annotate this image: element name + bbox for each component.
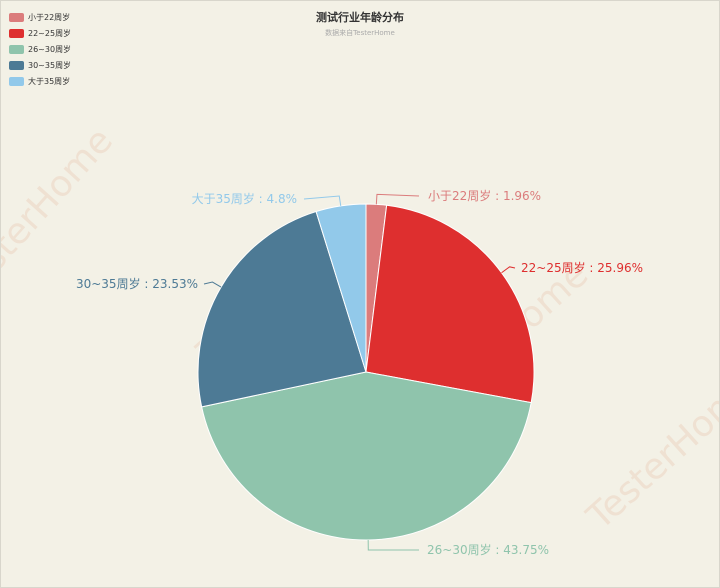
legend-label: 22~25周岁 bbox=[28, 28, 72, 38]
leader-line-22-25 bbox=[501, 266, 516, 274]
legend-item-over-35[interactable]: 大于35周岁 bbox=[9, 73, 71, 89]
legend-label: 26~30周岁 bbox=[28, 44, 72, 54]
chart-subtitle: 数据来自TesterHome bbox=[325, 29, 395, 37]
leader-line-30-35 bbox=[203, 281, 222, 288]
legend-item-30-35[interactable]: 30~35周岁 bbox=[9, 57, 71, 73]
legend-swatch bbox=[9, 76, 24, 86]
pie-slice-26-30[interactable] bbox=[201, 371, 532, 541]
legend-label: 小于22周岁 bbox=[28, 12, 71, 22]
leader-line-over-35 bbox=[303, 195, 342, 206]
pie-slices bbox=[197, 203, 535, 541]
watermark-text: TesterHome bbox=[579, 364, 719, 538]
legend-label: 30~35周岁 bbox=[28, 60, 72, 70]
slice-label-over-35: 大于35周岁 : 4.8% bbox=[192, 191, 297, 206]
label-leaders bbox=[203, 193, 516, 551]
slice-label-under-22: 小于22周岁 : 1.96% bbox=[428, 188, 541, 203]
slice-label-26-30: 26~30周岁 : 43.75% bbox=[427, 542, 549, 557]
pie-slice-22-25[interactable] bbox=[365, 204, 535, 404]
legend-swatch bbox=[9, 12, 24, 22]
leader-line-26-30 bbox=[367, 539, 420, 551]
legend-item-under-22[interactable]: 小于22周岁 bbox=[9, 9, 71, 25]
legend-item-22-25[interactable]: 22~25周岁 bbox=[9, 25, 71, 41]
pie-slice-over-35[interactable] bbox=[315, 203, 367, 373]
chart-title: 测试行业年龄分布 bbox=[316, 11, 404, 24]
legend-item-26-30[interactable]: 26~30周岁 bbox=[9, 41, 71, 57]
slice-labels: 小于22周岁 : 1.96% 22~25周岁 : 25.96% 26~30周岁 : … bbox=[76, 188, 643, 557]
legend: 小于22周岁 22~25周岁 26~30周岁 30~35周岁 大于35周岁 bbox=[9, 9, 71, 89]
pie-slice-30-35[interactable] bbox=[197, 210, 367, 408]
slice-label-22-25: 22~25周岁 : 25.96% bbox=[521, 260, 643, 275]
legend-swatch bbox=[9, 28, 24, 38]
legend-swatch bbox=[9, 44, 24, 54]
leader-line-under-22 bbox=[375, 193, 420, 205]
slice-label-30-35: 30~35周岁 : 23.53% bbox=[76, 276, 198, 291]
legend-swatch bbox=[9, 60, 24, 70]
legend-label: 大于35周岁 bbox=[28, 76, 71, 86]
